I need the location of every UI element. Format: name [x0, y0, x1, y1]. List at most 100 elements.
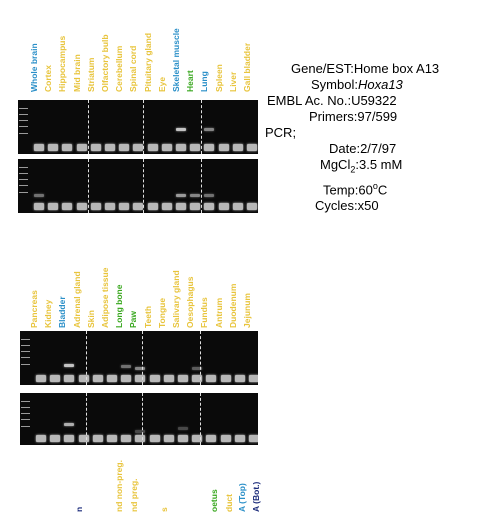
ladder-mark [19, 120, 28, 121]
ladder-mark [19, 108, 28, 109]
primers-row: Primers:97/599 [309, 109, 398, 124]
lane-label: Paw [128, 310, 139, 328]
gel-well [62, 203, 73, 210]
gel-well [133, 144, 144, 151]
lane-label: Cerebellum [114, 45, 125, 92]
ladder-mark [21, 364, 30, 365]
lane-label: Olfactory bulb [100, 34, 110, 92]
gel-well [76, 203, 87, 210]
gel-well [90, 203, 101, 210]
gel-well [105, 203, 115, 210]
lane-label: Eye [156, 76, 167, 92]
gel-well [107, 435, 117, 442]
lane-label: n [74, 506, 84, 512]
ladder-mark [21, 345, 30, 346]
gel-band [121, 365, 132, 368]
gel-band [34, 194, 44, 197]
ladder-mark [19, 167, 28, 168]
ladder-mark [19, 192, 28, 193]
gel-well [34, 203, 44, 210]
gel-well [247, 203, 257, 210]
ladder-mark [21, 419, 30, 420]
gel-well [190, 203, 201, 210]
gel-band [64, 364, 75, 367]
lane-divider [143, 159, 144, 213]
lane-divider [143, 100, 144, 154]
embl-row: EMBL Ac. No.:U59322 [267, 93, 397, 108]
lane-label: Kidney [43, 299, 54, 328]
gel-well [50, 435, 61, 442]
gel-well [247, 144, 257, 151]
gel-well [163, 435, 174, 442]
panel2-gel-top [20, 331, 258, 385]
mgcl-row: MgCl2:3.5 mM [320, 157, 403, 175]
lane-label: Spleen [213, 64, 224, 92]
gel-well [232, 144, 243, 151]
gel-well [176, 144, 186, 151]
lane-label: Duodenum [227, 283, 238, 328]
lane-label: Whole brain [29, 43, 39, 92]
gel-well [176, 203, 186, 210]
lane-label: Antrum [213, 297, 224, 328]
gel-well [149, 435, 160, 442]
gel-band [192, 367, 203, 370]
lane-divider [86, 331, 87, 385]
gel-well [78, 375, 89, 382]
gel-well [62, 144, 73, 151]
ladder-mark [19, 185, 28, 186]
gel-well [105, 144, 115, 151]
gel-well [135, 435, 146, 442]
lane-label: nd non-preg. [114, 460, 124, 512]
ladder-mark [21, 426, 30, 427]
ladder-mark [21, 351, 30, 352]
lane-label: s [159, 507, 169, 512]
gel-well [147, 144, 158, 151]
gel-well [76, 144, 87, 151]
gel-well [220, 375, 231, 382]
panel1-lane-labels: Whole brain Cortex Hippocampus Mid brain Str… [29, 0, 260, 92]
lane-label: Striatum [85, 57, 96, 92]
lane-label: Long bone [114, 284, 125, 328]
gel-well [161, 203, 172, 210]
gel-well [92, 375, 103, 382]
gel-well [204, 203, 215, 210]
symbol-row: Symbol:Hoxa13 [311, 77, 403, 92]
date-row: Date:2/7/97 [329, 141, 397, 156]
gel-well [48, 144, 59, 151]
lane-label: duct [224, 494, 234, 512]
ladder-mark [19, 173, 28, 174]
gel-well [220, 435, 231, 442]
ladder-mark [21, 407, 30, 408]
panel2-gel-bottom [20, 393, 258, 445]
lane-label: A (Bot.) [251, 481, 261, 512]
lane-label: Bladder [57, 296, 68, 328]
lane-label: Lung [199, 71, 210, 92]
gel-band [135, 430, 146, 433]
gel-well [36, 435, 46, 442]
gel-well [121, 375, 132, 382]
lane-label: Spinal cord [128, 45, 139, 92]
gel-well [206, 375, 217, 382]
gel-well [234, 375, 245, 382]
lane-label: Skin [85, 310, 96, 328]
gel-well [163, 375, 174, 382]
lane-label: Hippocampus [57, 35, 68, 92]
ladder-mark [21, 413, 30, 414]
ladder-mark [19, 133, 28, 134]
gel-well [178, 435, 188, 442]
gel-well [190, 144, 201, 151]
gel-well [119, 144, 130, 151]
gel-band [135, 367, 146, 370]
ladder-mark [19, 114, 28, 115]
gel-well [34, 144, 44, 151]
lane-label: Fundus [199, 297, 210, 328]
lane-label: Adrenal gland [71, 271, 82, 328]
gel-well [149, 375, 160, 382]
gel-band [178, 427, 188, 430]
gel-well [121, 435, 132, 442]
gel-band [204, 128, 215, 131]
gel-well [218, 144, 229, 151]
lane-divider [200, 331, 201, 385]
lane-label: Pituitary gland [142, 32, 153, 92]
gene-row: Gene/EST:Home box A13 [291, 61, 440, 76]
